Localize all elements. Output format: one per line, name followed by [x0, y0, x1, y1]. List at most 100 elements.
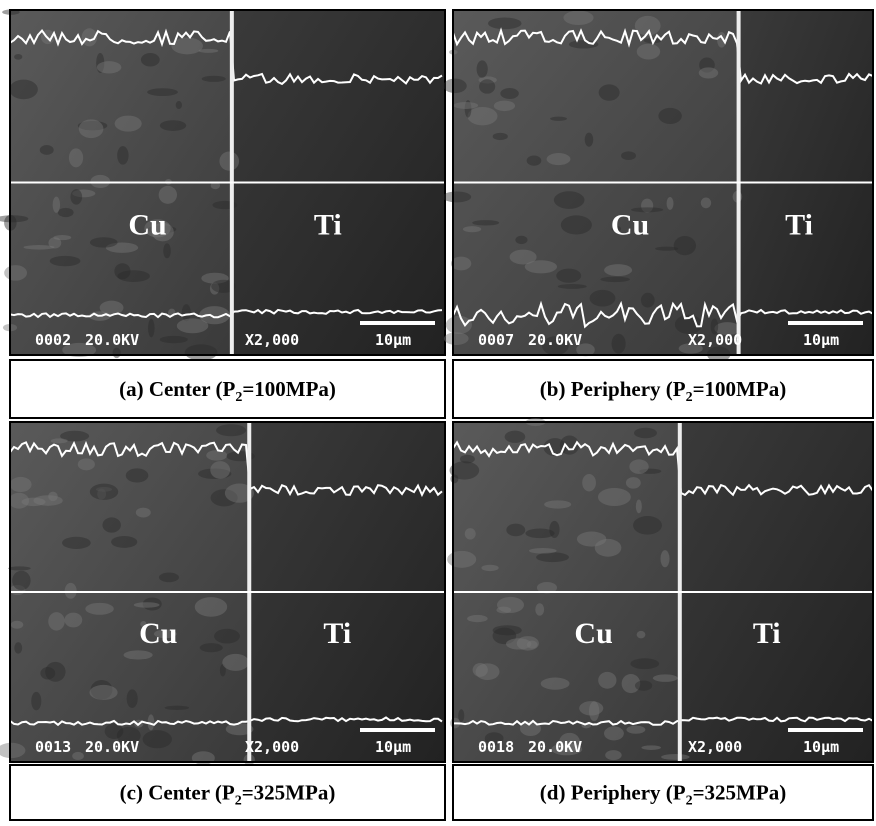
texture	[551, 743, 583, 756]
info-text: 10μm	[375, 331, 411, 349]
texture	[8, 566, 31, 571]
texture	[9, 476, 32, 493]
texture	[563, 10, 594, 26]
texture	[556, 268, 582, 283]
cu-label: Cu	[611, 208, 649, 241]
texture	[467, 614, 488, 623]
caption-subscript: 2	[686, 794, 693, 809]
texture	[553, 191, 585, 209]
texture	[159, 120, 187, 131]
texture	[579, 701, 604, 716]
texture	[605, 750, 622, 761]
info-text: X2,000	[245, 331, 299, 349]
cu-label: Cu	[574, 617, 612, 650]
texture	[621, 674, 641, 694]
texture	[33, 495, 63, 506]
texture	[90, 174, 111, 188]
texture	[515, 235, 528, 245]
texture	[116, 726, 141, 745]
texture	[717, 32, 727, 48]
line-scan	[452, 440, 874, 497]
texture	[0, 215, 29, 223]
texture	[105, 242, 139, 253]
texture	[201, 272, 229, 284]
texture	[442, 191, 472, 203]
texture	[487, 17, 522, 30]
texture	[135, 507, 151, 518]
texture	[198, 48, 219, 53]
texture	[449, 461, 480, 480]
texture	[559, 435, 580, 455]
texture	[714, 322, 741, 336]
texture	[199, 306, 230, 325]
texture	[443, 78, 467, 94]
texture	[506, 523, 526, 537]
texture	[462, 226, 482, 233]
texture	[184, 344, 218, 361]
texture	[546, 153, 571, 166]
texture	[140, 620, 147, 628]
texture	[633, 516, 662, 535]
texture	[600, 276, 630, 283]
panel-border	[452, 421, 874, 763]
info-text: 10μm	[803, 331, 839, 349]
texture	[89, 684, 118, 701]
texture	[181, 304, 191, 322]
line-scan	[453, 716, 874, 726]
texture	[604, 264, 633, 277]
line-scan	[9, 716, 443, 727]
texture	[64, 582, 77, 599]
texture	[540, 677, 570, 690]
texture	[104, 723, 124, 739]
texture	[476, 60, 488, 78]
texture	[52, 196, 61, 213]
texture	[492, 627, 517, 645]
texture	[660, 550, 670, 568]
texture	[472, 662, 488, 677]
texture	[492, 625, 522, 636]
caption-prefix: (b) Periphery (P	[540, 377, 686, 401]
texture	[163, 243, 171, 259]
texture	[544, 500, 572, 509]
texture	[21, 497, 46, 507]
caption: (a) Center (P2=100MPa)	[119, 377, 336, 405]
info-text: 10μm	[803, 738, 839, 756]
texture	[90, 679, 113, 700]
texture	[53, 234, 72, 241]
texture	[48, 612, 65, 631]
texture	[445, 315, 472, 335]
texture	[114, 263, 131, 280]
texture	[40, 667, 56, 680]
texture	[621, 151, 636, 161]
texture	[636, 43, 661, 60]
texture	[9, 79, 38, 100]
ti-label: Ti	[753, 617, 781, 650]
texture	[114, 115, 142, 132]
texture	[159, 335, 188, 344]
texture	[652, 674, 678, 682]
texture	[210, 461, 231, 479]
texture	[211, 279, 236, 293]
texture	[673, 236, 697, 256]
panel-border	[452, 9, 874, 356]
texture	[699, 57, 715, 73]
caption-prefix: (d) Periphery (P	[540, 781, 686, 805]
texture	[23, 245, 55, 250]
info-text: 0018	[478, 738, 514, 756]
texture	[478, 76, 497, 84]
texture	[626, 725, 646, 734]
caption-subscript: 2	[686, 390, 693, 405]
texture	[560, 215, 592, 235]
texture	[219, 151, 240, 171]
info-text: 0007	[478, 331, 514, 349]
texture	[176, 318, 209, 334]
texture	[201, 75, 226, 82]
texture	[158, 185, 178, 204]
texture	[210, 489, 238, 507]
texture	[97, 488, 107, 500]
panel-border	[9, 421, 446, 763]
texture	[500, 88, 519, 99]
ti-label: Ti	[314, 208, 342, 241]
texture	[629, 459, 649, 474]
texture	[48, 237, 62, 249]
